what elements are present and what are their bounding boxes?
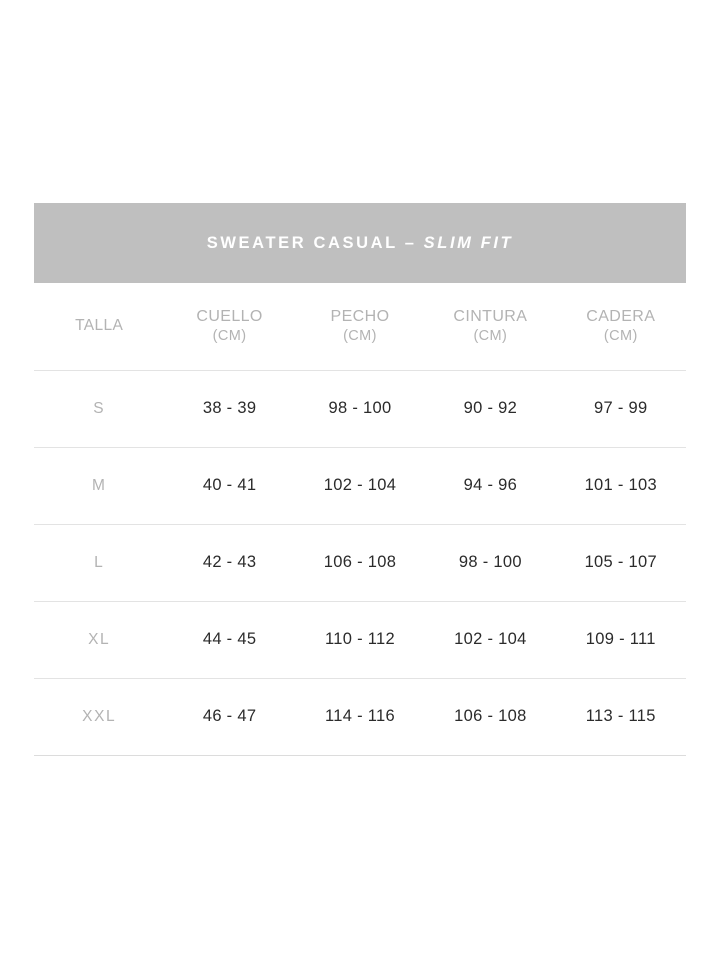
table-row: L 42 - 43 106 - 108 98 - 100 105 - 107 — [34, 523, 686, 601]
cell-cadera: 97 - 99 — [555, 369, 686, 447]
size-chart-title-band: SWEATER CASUAL – SLIM FIT — [34, 203, 686, 283]
title-garment: SWEATER CASUAL — [206, 233, 405, 252]
title-fit: SLIM FIT — [423, 233, 514, 252]
table-row: M 40 - 41 102 - 104 94 - 96 101 - 103 — [34, 446, 686, 524]
table-header-row: TALLA CUELLO (CM) PECHO (CM) CINTURA (CM… — [34, 283, 686, 370]
title-separator: – — [404, 233, 424, 252]
table-row: XL 44 - 45 110 - 112 102 - 104 109 - 111 — [34, 600, 686, 678]
column-header-cintura-label: CINTURA — [453, 307, 528, 325]
cell-talla: XXL — [34, 677, 165, 756]
column-header-cuello-unit: (CM) — [212, 328, 247, 345]
table-head: TALLA CUELLO (CM) PECHO (CM) CINTURA (CM… — [34, 283, 686, 370]
column-header-pecho-label: PECHO — [330, 307, 390, 325]
column-header-talla-label: TALLA — [75, 316, 124, 334]
cell-cadera: 113 - 115 — [555, 677, 686, 756]
cell-talla: XL — [34, 600, 165, 678]
cell-pecho: 106 - 108 — [294, 523, 426, 601]
column-header-cintura-unit: (CM) — [473, 328, 508, 345]
cell-pecho: 110 - 112 — [294, 600, 426, 678]
cell-cuello: 44 - 45 — [164, 600, 295, 678]
cell-cintura: 90 - 92 — [425, 369, 556, 447]
cell-cintura: 98 - 100 — [425, 523, 556, 601]
table-row: S 38 - 39 98 - 100 90 - 92 97 - 99 — [34, 369, 686, 447]
cell-cuello: 42 - 43 — [164, 523, 295, 601]
cell-cuello: 46 - 47 — [164, 677, 295, 756]
cell-talla: M — [34, 446, 165, 524]
cell-cuello: 38 - 39 — [164, 369, 295, 447]
column-header-cadera-label: CADERA — [586, 307, 656, 325]
column-header-cadera-unit: (CM) — [603, 328, 638, 345]
cell-cintura: 106 - 108 — [425, 677, 556, 756]
column-header-cuello-label: CUELLO — [196, 307, 263, 325]
table-row: XXL 46 - 47 114 - 116 106 - 108 113 - 11… — [34, 677, 686, 756]
cell-cadera: 109 - 111 — [555, 600, 686, 678]
column-header-cuello: CUELLO (CM) — [164, 283, 294, 370]
table-body: S 38 - 39 98 - 100 90 - 92 97 - 99 M 40 … — [34, 369, 686, 756]
cell-cadera: 101 - 103 — [555, 446, 686, 524]
size-chart-title: SWEATER CASUAL – SLIM FIT — [207, 234, 513, 253]
cell-pecho: 98 - 100 — [294, 369, 426, 447]
cell-cadera: 105 - 107 — [555, 523, 686, 601]
size-chart: SWEATER CASUAL – SLIM FIT TALLA CUELLO (… — [34, 203, 686, 756]
measurements-table: TALLA CUELLO (CM) PECHO (CM) CINTURA (CM… — [34, 283, 686, 756]
cell-cintura: 102 - 104 — [425, 600, 556, 678]
column-header-pecho-unit: (CM) — [343, 328, 377, 345]
column-header-cintura: CINTURA (CM) — [425, 283, 555, 370]
column-header-pecho: PECHO (CM) — [295, 283, 425, 370]
cell-pecho: 102 - 104 — [294, 446, 426, 524]
cell-cuello: 40 - 41 — [164, 446, 295, 524]
cell-talla: L — [34, 523, 165, 601]
cell-cintura: 94 - 96 — [425, 446, 556, 524]
cell-pecho: 114 - 116 — [294, 677, 426, 756]
column-header-cadera: CADERA (CM) — [556, 283, 686, 370]
cell-talla: S — [34, 369, 165, 447]
column-header-talla: TALLA — [34, 283, 164, 370]
